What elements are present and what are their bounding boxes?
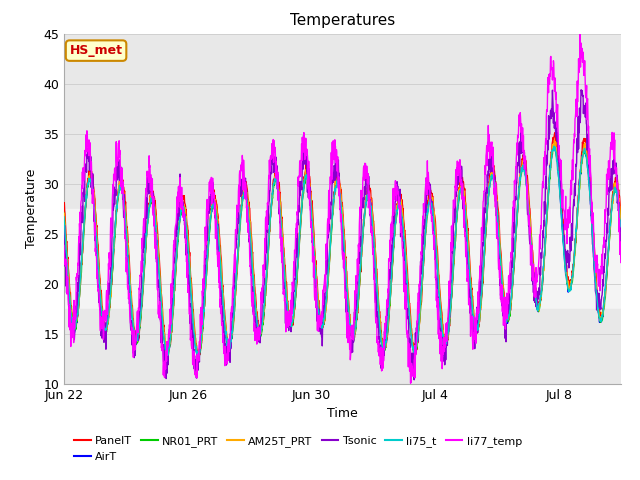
PanelT [300, 184, 307, 190]
li77_temp [299, 150, 307, 156]
PanelT [617, 212, 625, 218]
li75_t [93, 240, 100, 246]
NR01_PRT [550, 143, 557, 149]
li77_temp [308, 235, 316, 240]
AM25T_PRT [308, 216, 316, 221]
NR01_PRT [356, 268, 364, 274]
Y-axis label: Temperature: Temperature [25, 169, 38, 249]
Bar [64, 34, 621, 108]
AM25T_PRT [356, 263, 364, 268]
NR01_PRT [617, 221, 625, 227]
NR01_PRT [194, 355, 202, 360]
AM25T_PRT [550, 137, 558, 143]
PanelT [551, 130, 559, 136]
Tsonic [93, 257, 100, 263]
li77_temp [93, 276, 100, 281]
AirT [617, 229, 625, 235]
Line: AM25T_PRT: AM25T_PRT [64, 140, 621, 355]
AM25T_PRT [194, 352, 202, 358]
Tsonic [60, 223, 68, 229]
NR01_PRT [308, 215, 316, 220]
AirT [308, 224, 316, 230]
PanelT [356, 263, 364, 269]
Line: AirT: AirT [64, 145, 621, 359]
AM25T_PRT [93, 236, 100, 242]
Tsonic [577, 87, 585, 93]
AM25T_PRT [541, 252, 548, 258]
li77_temp [356, 216, 364, 221]
li75_t [308, 221, 316, 227]
Tsonic [356, 234, 364, 240]
AM25T_PRT [300, 185, 307, 191]
AM25T_PRT [617, 216, 625, 222]
Tsonic [419, 258, 426, 264]
X-axis label: Time: Time [327, 408, 358, 420]
Line: Tsonic: Tsonic [64, 90, 621, 380]
li75_t [356, 263, 364, 268]
li75_t [60, 214, 68, 220]
NR01_PRT [93, 240, 100, 246]
Legend: PanelT, AirT, NR01_PRT, AM25T_PRT, Tsonic, li75_t, li77_temp: PanelT, AirT, NR01_PRT, AM25T_PRT, Tsoni… [70, 432, 527, 466]
AirT [541, 252, 548, 258]
Bar [64, 209, 621, 309]
Bar [64, 108, 621, 209]
Tsonic [617, 251, 625, 256]
li75_t [300, 188, 307, 194]
PanelT [419, 282, 426, 288]
AirT [195, 356, 202, 361]
NR01_PRT [300, 190, 307, 195]
NR01_PRT [419, 281, 426, 287]
NR01_PRT [541, 253, 548, 259]
AirT [60, 216, 68, 222]
Line: NR01_PRT: NR01_PRT [64, 146, 621, 358]
li75_t [541, 252, 548, 258]
li77_temp [60, 242, 68, 248]
Tsonic [299, 153, 307, 159]
Title: Temperatures: Temperatures [290, 13, 395, 28]
li75_t [617, 224, 625, 229]
li75_t [419, 276, 426, 282]
li77_temp [577, 29, 584, 35]
Tsonic [410, 377, 418, 383]
PanelT [60, 201, 68, 206]
AirT [419, 277, 426, 283]
AM25T_PRT [60, 210, 68, 216]
Line: li75_t: li75_t [64, 146, 621, 357]
Tsonic [308, 226, 316, 231]
AirT [550, 143, 558, 148]
PanelT [195, 354, 202, 360]
Text: HS_met: HS_met [70, 44, 123, 57]
AirT [93, 242, 100, 248]
AM25T_PRT [419, 280, 426, 286]
li77_temp [419, 232, 426, 238]
PanelT [308, 202, 316, 208]
Bar [64, 309, 621, 384]
PanelT [541, 256, 548, 262]
li75_t [550, 143, 558, 149]
Line: li77_temp: li77_temp [64, 32, 621, 383]
Line: PanelT: PanelT [64, 133, 621, 357]
AirT [356, 262, 364, 268]
li77_temp [541, 172, 548, 178]
li77_temp [617, 260, 625, 265]
NR01_PRT [60, 210, 68, 216]
li75_t [195, 354, 202, 360]
Tsonic [541, 199, 548, 204]
li77_temp [407, 380, 415, 386]
PanelT [93, 223, 100, 228]
AirT [300, 187, 307, 193]
